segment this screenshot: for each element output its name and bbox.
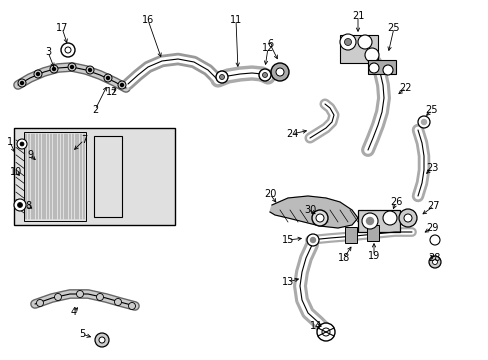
Text: 25: 25	[425, 105, 437, 115]
Circle shape	[65, 47, 71, 53]
Circle shape	[76, 291, 83, 297]
Circle shape	[54, 293, 61, 301]
Circle shape	[118, 81, 126, 89]
Bar	[366, 225, 378, 241]
Text: 22: 22	[399, 83, 411, 93]
Text: 18: 18	[337, 253, 349, 263]
Text: 26: 26	[389, 197, 401, 207]
Bar	[345, 227, 356, 243]
Circle shape	[344, 39, 351, 45]
Bar	[357, 210, 399, 232]
Text: 15: 15	[281, 235, 294, 245]
Circle shape	[382, 211, 396, 225]
Circle shape	[364, 48, 378, 62]
Circle shape	[128, 302, 135, 310]
Circle shape	[428, 256, 440, 268]
Circle shape	[339, 34, 355, 50]
Circle shape	[259, 69, 270, 81]
Circle shape	[20, 81, 23, 85]
Text: 28: 28	[427, 253, 439, 263]
Circle shape	[216, 71, 227, 83]
Text: 14: 14	[309, 321, 322, 331]
Circle shape	[114, 298, 121, 306]
Circle shape	[306, 234, 318, 246]
Circle shape	[17, 139, 27, 149]
Circle shape	[99, 337, 105, 343]
Bar	[14, 128, 175, 225]
Text: 4: 4	[71, 307, 77, 317]
Text: 10: 10	[10, 167, 22, 177]
Text: 6: 6	[266, 39, 272, 49]
Circle shape	[95, 333, 109, 347]
Circle shape	[14, 199, 26, 211]
Circle shape	[52, 68, 55, 71]
Bar	[339, 35, 377, 63]
Circle shape	[18, 202, 22, 207]
Text: 5: 5	[79, 329, 85, 339]
Bar	[367, 60, 395, 74]
Circle shape	[120, 84, 123, 86]
Circle shape	[361, 213, 377, 229]
Circle shape	[382, 65, 392, 75]
Circle shape	[357, 35, 371, 49]
Text: 1: 1	[7, 137, 13, 147]
Circle shape	[431, 260, 437, 265]
Text: 24: 24	[285, 129, 298, 139]
Circle shape	[311, 210, 327, 226]
Circle shape	[316, 323, 334, 341]
Circle shape	[104, 74, 112, 82]
Circle shape	[20, 142, 24, 146]
Circle shape	[18, 79, 26, 87]
Circle shape	[68, 63, 76, 71]
Circle shape	[366, 217, 373, 225]
Circle shape	[270, 63, 288, 81]
Circle shape	[34, 70, 42, 78]
Circle shape	[70, 66, 73, 68]
Circle shape	[429, 235, 439, 245]
Circle shape	[421, 120, 426, 125]
Text: 7: 7	[81, 135, 87, 145]
Circle shape	[37, 72, 40, 76]
Circle shape	[403, 214, 411, 222]
Text: 30: 30	[303, 205, 315, 215]
Circle shape	[321, 328, 329, 336]
Text: 12: 12	[261, 43, 274, 53]
Circle shape	[368, 63, 378, 73]
Text: 8: 8	[25, 201, 31, 211]
Circle shape	[262, 72, 267, 77]
Circle shape	[96, 293, 103, 301]
Circle shape	[37, 300, 43, 306]
Bar	[94, 136, 122, 217]
Circle shape	[61, 43, 75, 57]
Text: 11: 11	[229, 15, 242, 25]
Text: 12: 12	[105, 87, 118, 97]
Text: 21: 21	[351, 11, 364, 21]
Circle shape	[50, 65, 58, 73]
Bar	[24, 132, 86, 221]
Circle shape	[275, 68, 284, 76]
Text: 2: 2	[92, 105, 98, 115]
Circle shape	[398, 209, 416, 227]
Text: 29: 29	[425, 223, 437, 233]
Text: 20: 20	[263, 189, 276, 199]
Polygon shape	[269, 196, 357, 228]
Circle shape	[88, 68, 91, 72]
Text: 27: 27	[427, 201, 439, 211]
Circle shape	[417, 116, 429, 128]
Circle shape	[86, 66, 94, 74]
Text: 17: 17	[56, 23, 68, 33]
Circle shape	[106, 77, 109, 80]
Circle shape	[315, 214, 324, 222]
Text: 19: 19	[367, 251, 379, 261]
Circle shape	[219, 75, 224, 80]
Text: 9: 9	[27, 150, 33, 160]
Text: 16: 16	[142, 15, 154, 25]
Text: 3: 3	[45, 47, 51, 57]
Text: 23: 23	[425, 163, 437, 173]
Text: 13: 13	[281, 277, 293, 287]
Circle shape	[310, 238, 315, 243]
Text: 25: 25	[387, 23, 400, 33]
